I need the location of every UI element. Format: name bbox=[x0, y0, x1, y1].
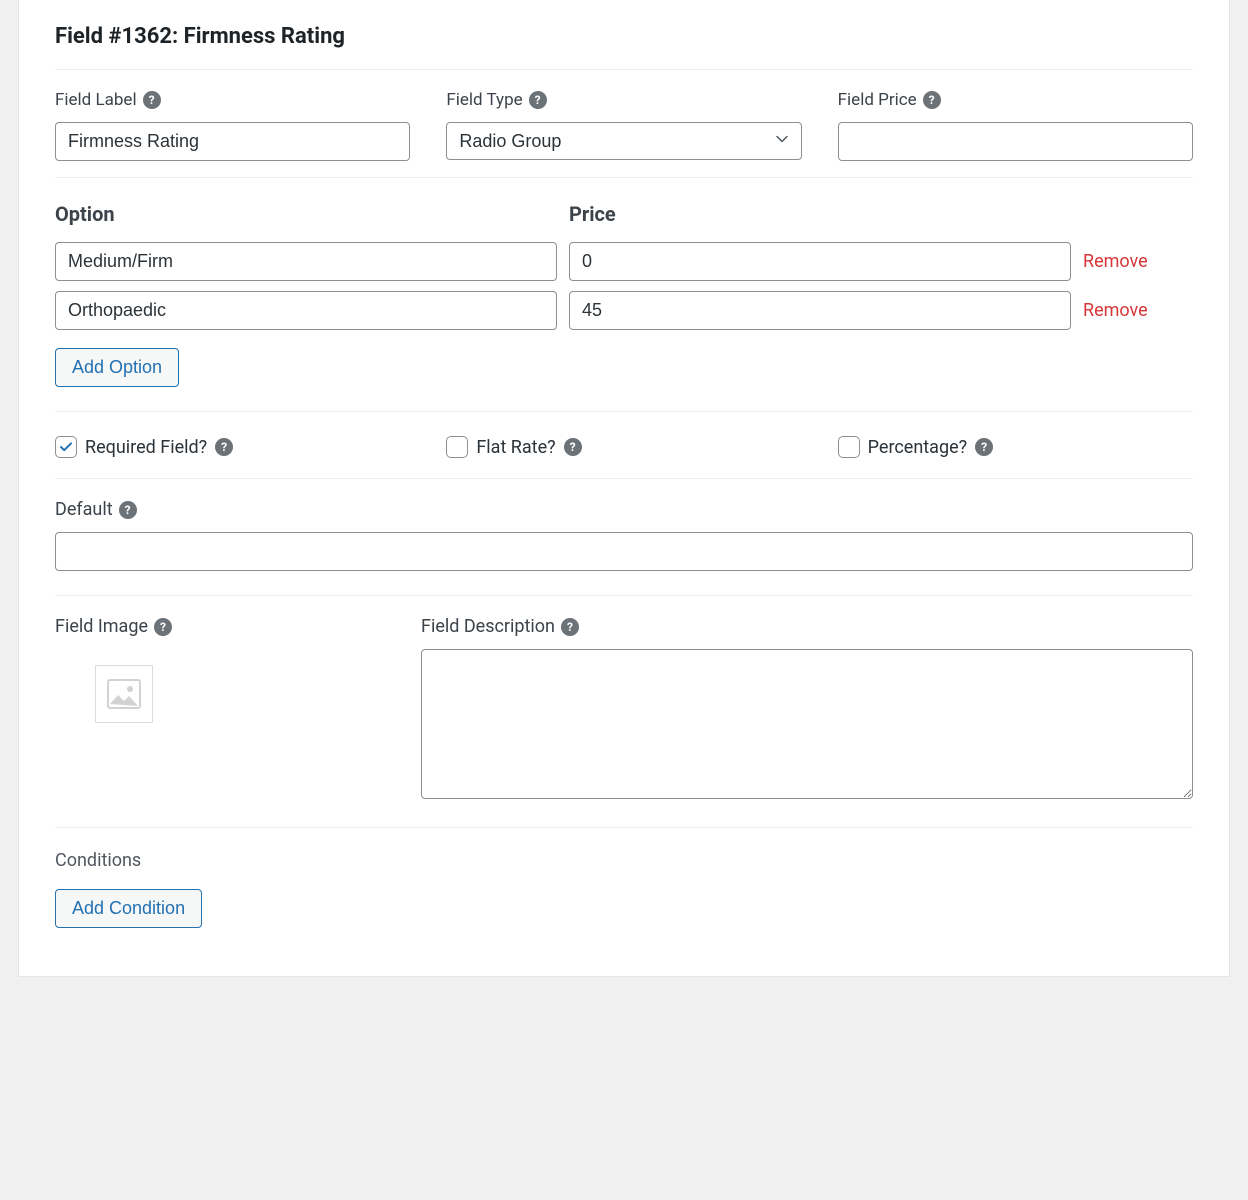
options-list: Remove Remove bbox=[55, 242, 1193, 330]
default-input[interactable] bbox=[55, 532, 1193, 571]
label-text: Field Label bbox=[55, 90, 137, 110]
options-header: Option Price bbox=[55, 202, 1193, 226]
image-placeholder-wrap bbox=[55, 649, 385, 723]
option-name-input[interactable] bbox=[55, 291, 557, 330]
field-description-textarea[interactable] bbox=[421, 649, 1193, 799]
panel-title: Field #1362: Firmness Rating bbox=[55, 24, 1193, 49]
field-type-select-wrap: Radio Group bbox=[446, 122, 801, 160]
field-type-label: Field Type ? bbox=[446, 90, 801, 110]
field-image-label: Field Image ? bbox=[55, 616, 385, 637]
required-label: Required Field? bbox=[85, 437, 207, 458]
help-icon[interactable]: ? bbox=[923, 91, 941, 109]
help-icon[interactable]: ? bbox=[143, 91, 161, 109]
field-description-group: Field Description ? bbox=[421, 616, 1193, 803]
add-option-button[interactable]: Add Option bbox=[55, 348, 179, 387]
field-image-placeholder[interactable] bbox=[95, 665, 153, 723]
field-type-select[interactable]: Radio Group bbox=[446, 122, 801, 160]
divider bbox=[55, 478, 1193, 479]
divider bbox=[55, 411, 1193, 412]
help-icon[interactable]: ? bbox=[154, 618, 172, 636]
conditions-label: Conditions bbox=[55, 850, 1193, 871]
flat-rate-label: Flat Rate? bbox=[476, 437, 555, 458]
image-placeholder-icon bbox=[104, 674, 144, 714]
required-field-check: Required Field? ? bbox=[55, 436, 410, 458]
field-label-group: Field Label ? bbox=[55, 90, 410, 161]
label-text: Field Type bbox=[446, 90, 522, 110]
flat-rate-check: Flat Rate? ? bbox=[446, 436, 801, 458]
help-icon[interactable]: ? bbox=[529, 91, 547, 109]
flat-rate-checkbox[interactable] bbox=[446, 436, 468, 458]
price-column-header: Price bbox=[569, 202, 1071, 226]
field-price-group: Field Price ? bbox=[838, 90, 1193, 161]
field-settings-panel: Field #1362: Firmness Rating Field Label… bbox=[18, 0, 1230, 977]
image-description-row: Field Image ? Field Description ? bbox=[55, 616, 1193, 803]
field-label-label: Field Label ? bbox=[55, 90, 410, 110]
help-icon[interactable]: ? bbox=[215, 438, 233, 456]
remove-column-spacer bbox=[1083, 202, 1193, 226]
checkboxes-row: Required Field? ? Flat Rate? ? Percentag… bbox=[55, 436, 1193, 458]
remove-option-link[interactable]: Remove bbox=[1083, 300, 1193, 321]
percentage-label: Percentage? bbox=[868, 437, 967, 458]
option-price-input[interactable] bbox=[569, 291, 1071, 330]
remove-option-link[interactable]: Remove bbox=[1083, 251, 1193, 272]
field-type-group: Field Type ? Radio Group bbox=[446, 90, 801, 161]
option-price-input[interactable] bbox=[569, 242, 1071, 281]
basic-fields-row: Field Label ? Field Type ? Radio Group F… bbox=[55, 90, 1193, 161]
divider bbox=[55, 69, 1193, 70]
default-label: Default ? bbox=[55, 499, 1193, 520]
add-condition-button[interactable]: Add Condition bbox=[55, 889, 202, 928]
help-icon[interactable]: ? bbox=[975, 438, 993, 456]
help-icon[interactable]: ? bbox=[119, 501, 137, 519]
label-text: Field Image bbox=[55, 616, 148, 637]
label-text: Field Description bbox=[421, 616, 555, 637]
label-text: Default bbox=[55, 499, 113, 520]
help-icon[interactable]: ? bbox=[564, 438, 582, 456]
field-price-label: Field Price ? bbox=[838, 90, 1193, 110]
option-row: Remove bbox=[55, 291, 1193, 330]
option-name-input[interactable] bbox=[55, 242, 557, 281]
field-image-group: Field Image ? bbox=[55, 616, 385, 723]
option-row: Remove bbox=[55, 242, 1193, 281]
field-price-input[interactable] bbox=[838, 122, 1193, 161]
divider bbox=[55, 827, 1193, 828]
percentage-check: Percentage? ? bbox=[838, 436, 1193, 458]
divider bbox=[55, 595, 1193, 596]
help-icon[interactable]: ? bbox=[561, 618, 579, 636]
percentage-checkbox[interactable] bbox=[838, 436, 860, 458]
field-label-input[interactable] bbox=[55, 122, 410, 161]
label-text: Field Price bbox=[838, 90, 917, 110]
option-column-header: Option bbox=[55, 202, 557, 226]
required-checkbox[interactable] bbox=[55, 436, 77, 458]
field-description-label: Field Description ? bbox=[421, 616, 1193, 637]
divider bbox=[55, 177, 1193, 178]
